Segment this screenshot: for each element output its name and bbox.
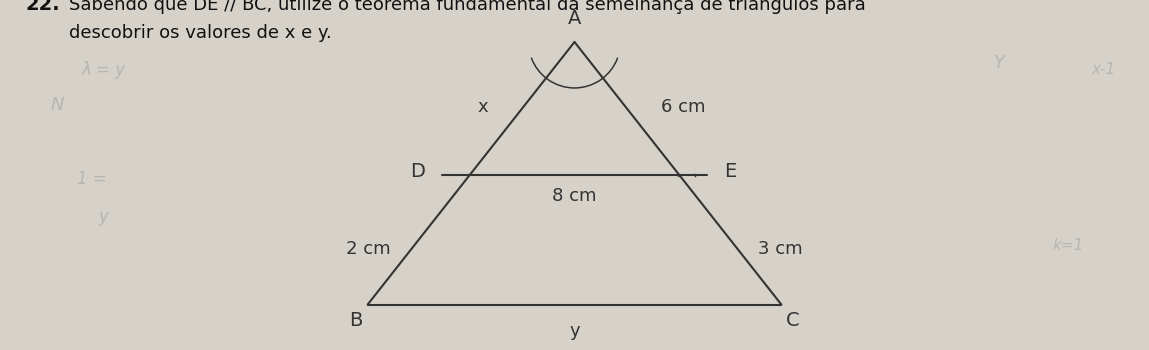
Text: A: A xyxy=(568,9,581,28)
Text: B: B xyxy=(349,312,363,330)
Text: 1 =: 1 = xyxy=(77,169,107,188)
Text: x: x xyxy=(478,98,488,116)
Text: N: N xyxy=(51,96,64,114)
Text: x-1: x-1 xyxy=(1090,63,1116,77)
Text: Sabendo que DE // BC, utilize o teorema fundamental da semelhança de triângulos : Sabendo que DE // BC, utilize o teorema … xyxy=(69,0,865,14)
Text: k=1: k=1 xyxy=(1052,238,1085,252)
Text: descobrir os valores de x e y.: descobrir os valores de x e y. xyxy=(69,24,332,42)
Text: y: y xyxy=(99,208,108,226)
Text: C: C xyxy=(786,312,800,330)
Text: y: y xyxy=(569,322,580,340)
Text: 8 cm: 8 cm xyxy=(553,187,596,205)
Text: Y: Y xyxy=(994,54,1005,72)
Text: 6 cm: 6 cm xyxy=(661,98,705,116)
Text: 3 cm: 3 cm xyxy=(758,239,803,258)
Text: E: E xyxy=(724,162,737,181)
Text: 22.: 22. xyxy=(25,0,60,14)
Text: 2 cm: 2 cm xyxy=(346,239,391,258)
Text: λ = y: λ = y xyxy=(82,61,125,79)
Text: D: D xyxy=(410,162,425,181)
